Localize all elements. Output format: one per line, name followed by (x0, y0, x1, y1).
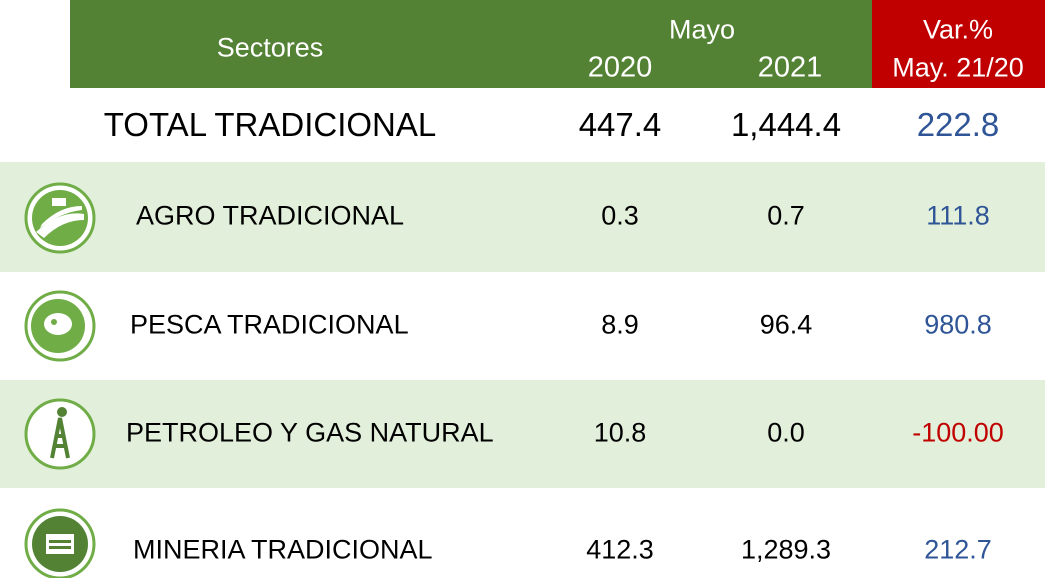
header-band (70, 0, 872, 88)
cell-var: 980.8 (924, 309, 992, 340)
header-var-sub: May. 21/20 (892, 52, 1024, 83)
row-band (0, 162, 1045, 272)
header-year: 2021 (757, 51, 823, 84)
cell: 0.0 (767, 417, 805, 448)
cell: 8.9 (601, 309, 639, 340)
row-label: TOTAL TRADICIONAL (103, 106, 437, 143)
cell: 0.3 (601, 200, 639, 231)
petroleo-icon (24, 398, 96, 470)
cell: 10.8 (593, 417, 647, 448)
header-var: Var.% (922, 14, 994, 45)
row-label: MINERIA TRADICIONAL (133, 534, 433, 565)
header-year: 2020 (587, 51, 653, 84)
header-var-band (872, 0, 1045, 88)
row-label: PESCA TRADICIONAL (130, 309, 409, 340)
row-label: AGRO TRADICIONAL (136, 200, 405, 231)
agro-icon (24, 182, 96, 254)
row-band (0, 380, 1045, 488)
mineria-icon (24, 508, 96, 578)
cell: 1,444.4 (730, 106, 842, 143)
header-sectors: Sectores (216, 32, 324, 63)
pesca-icon (24, 290, 96, 362)
cell-var: -100.00 (912, 417, 1004, 448)
cell: 1,289.3 (740, 534, 832, 565)
cell: 412.3 (586, 534, 654, 565)
cell-var: 212.7 (924, 534, 992, 565)
row-label: PETROLEO Y GAS NATURAL (126, 417, 494, 448)
cell-var: 111.8 (926, 200, 990, 231)
cell: 447.4 (578, 106, 662, 143)
header-month: Mayo (668, 14, 736, 45)
cell: 96.4 (759, 309, 813, 340)
cell-var: 222.8 (916, 106, 1000, 143)
cell: 0.7 (767, 200, 805, 231)
